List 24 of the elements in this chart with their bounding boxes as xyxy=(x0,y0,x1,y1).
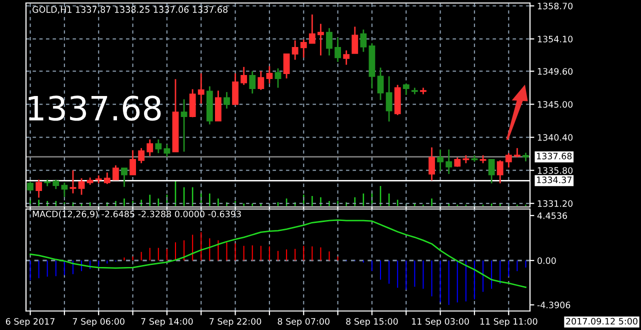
text: 2017.09.12 5:00 xyxy=(566,318,638,325)
x-tick-label: 11 Sep 11:00 xyxy=(480,318,538,326)
ref-line-label: 1337.68 xyxy=(537,152,572,160)
ref-line-label: 1334.37 xyxy=(537,176,572,184)
y-tick-label: 1354.10 xyxy=(538,36,573,42)
y-tick-label: 1349.60 xyxy=(538,68,573,75)
x-tick-label: 6 Sep 2017 xyxy=(6,318,54,326)
x-tick-label: 7 Sep 22:00 xyxy=(210,318,262,326)
x-tick-label: 8 Sep 15:00 xyxy=(346,318,398,326)
y-tick-label: 1345.00 xyxy=(538,101,573,108)
x-tick-label: 11 Sep 03:00 xyxy=(412,318,469,326)
x-tick-label: 8 Sep 07:00 xyxy=(278,318,330,326)
chart-title: MACD(12,26,9) -2.6485 -2.3288 0.0000 -0.6393 xyxy=(32,210,241,218)
y-tick-label: -4.3906 xyxy=(537,302,570,308)
chart-title: GOLD,H1 1337.87 1338.25 1337.06 1337.68 xyxy=(32,6,228,14)
y-tick-label: 1358.70 xyxy=(538,2,573,10)
y-tick-label: 4.4536 xyxy=(537,212,568,219)
y-tick-label: 1331.20 xyxy=(538,200,573,207)
x-tick-label: 7 Sep 14:00 xyxy=(141,318,193,326)
y-tick-label: 0.00 xyxy=(538,257,556,264)
y-tick-label: 1335.80 xyxy=(538,167,573,174)
y-tick-label: 1340.40 xyxy=(538,134,573,141)
annotation: 1337.68 xyxy=(28,96,161,121)
x-tick-label: 7 Sep 06:00 xyxy=(72,318,124,326)
